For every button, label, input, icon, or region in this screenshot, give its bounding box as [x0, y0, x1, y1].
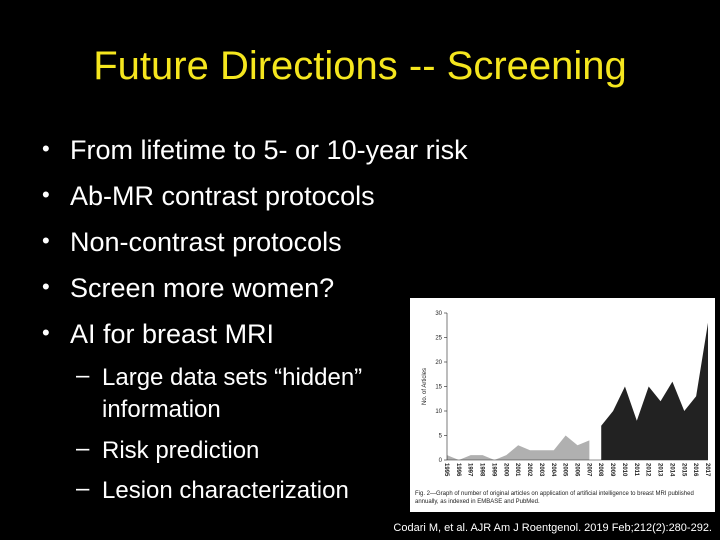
y-tick-label: 20 — [435, 360, 442, 366]
y-tick-label: 10 — [435, 409, 442, 415]
x-tick-label: 1999 — [490, 463, 496, 477]
bullet-icon: • — [42, 182, 50, 207]
citation: Codari M, et al. AJR Am J Roentgenol. 20… — [393, 522, 712, 534]
bullet-icon: • — [42, 320, 50, 345]
x-tick-label: 2011 — [633, 463, 639, 477]
x-tick-label: 2015 — [680, 463, 686, 477]
y-tick-label: 15 — [435, 385, 442, 391]
dash-icon: – — [76, 475, 90, 502]
x-tick-label: 2001 — [514, 463, 520, 477]
x-tick-label: 2003 — [538, 463, 544, 477]
x-tick-label: 1998 — [479, 463, 485, 477]
y-axis-label: No. of Articles — [422, 368, 428, 405]
bullet-icon: • — [42, 228, 50, 253]
sub-bullet: Lesion characterization — [102, 477, 349, 504]
bullet: From lifetime to 5- or 10-year risk — [70, 135, 468, 165]
bullet: AI for breast MRI — [70, 319, 275, 349]
x-tick-label: 1997 — [467, 463, 473, 477]
y-tick-label: 30 — [435, 311, 442, 317]
x-tick-label: 1995 — [443, 463, 449, 477]
area — [601, 322, 708, 460]
sub-bullet: Large data sets “hidden” information — [102, 364, 363, 423]
bullet-icon: • — [42, 136, 50, 161]
x-tick-label: 2014 — [668, 463, 674, 477]
x-tick-label: 2010 — [621, 463, 627, 477]
y-tick-label: 25 — [435, 336, 442, 342]
x-tick-label: 2012 — [645, 463, 651, 477]
bullet: Non-contrast protocols — [70, 227, 342, 257]
bullet: Ab-MR contrast protocols — [70, 181, 375, 211]
dash-icon: – — [76, 435, 90, 462]
area — [447, 435, 590, 460]
slide-title: Future Directions -- Screening — [93, 44, 627, 88]
figure: 0 5 10 15 20 25 30 No. of Articles 1995 1996 1997 1… — [410, 298, 715, 512]
x-tick-label: 2007 — [585, 463, 591, 477]
dash-icon: – — [76, 362, 90, 389]
y-tick-label: 5 — [439, 434, 443, 440]
x-tick-label: 2005 — [562, 463, 568, 477]
x-tick-label: 2016 — [692, 463, 698, 477]
chart: 0 5 10 15 20 25 30 No. of Articles 1995 1996 1997 1… — [422, 311, 710, 477]
x-tick-label: 1996 — [455, 463, 461, 477]
figure-caption: Fig. 2—Graph of number of original artic… — [415, 491, 694, 505]
x-tick-label: 2013 — [657, 463, 663, 477]
x-tick-label: 2017 — [704, 463, 710, 477]
sub-bullet: Risk prediction — [102, 437, 260, 464]
x-tick-label: 2006 — [574, 463, 580, 477]
x-tick-label: 2004 — [550, 463, 556, 477]
x-tick-label: 2008 — [597, 463, 603, 477]
bullet: Screen more women? — [70, 273, 335, 303]
x-tick-label: 2000 — [502, 463, 508, 477]
y-tick-label: 0 — [439, 458, 443, 464]
x-tick-label: 2002 — [526, 463, 532, 477]
bullet-icon: • — [42, 274, 50, 299]
x-tick-label: 2009 — [609, 463, 615, 477]
